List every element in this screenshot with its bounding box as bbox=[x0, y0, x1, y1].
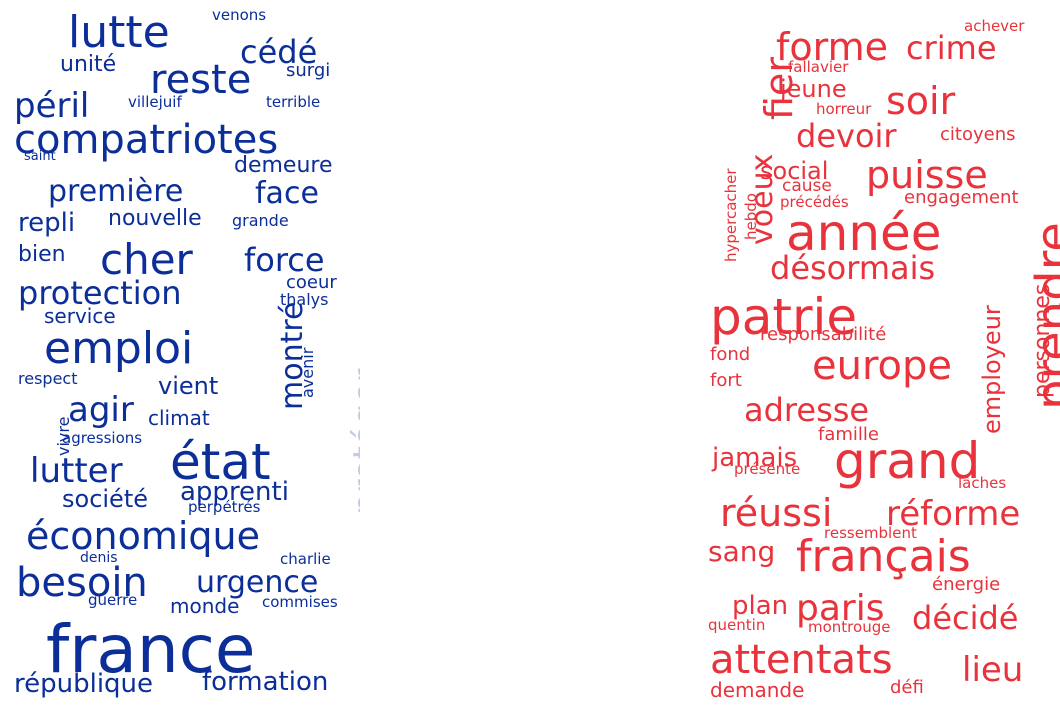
left-word: denis bbox=[80, 549, 118, 566]
left-word: repli bbox=[18, 208, 76, 239]
left-word: guerre bbox=[88, 591, 138, 609]
right-word: citoyens bbox=[940, 123, 1016, 145]
left-word: urgence bbox=[196, 565, 319, 600]
left-word: perpétrés bbox=[188, 498, 261, 516]
left-word: thalys bbox=[280, 290, 329, 310]
right-word: désormais bbox=[770, 249, 936, 288]
right-word: précédés bbox=[780, 193, 849, 211]
right-word: attentats bbox=[710, 637, 893, 683]
left-word: cédé bbox=[240, 33, 318, 72]
right-word: cause bbox=[782, 176, 832, 197]
right-word: puisse bbox=[866, 152, 988, 197]
left-word: demeure bbox=[234, 153, 333, 179]
left-word: première bbox=[48, 174, 184, 209]
left-word: lutter bbox=[30, 450, 123, 491]
left-word: protection bbox=[18, 274, 182, 313]
right-word: réussi bbox=[720, 490, 833, 535]
right-word: paris bbox=[796, 588, 885, 630]
left-word: république bbox=[14, 669, 154, 700]
left-word: monde bbox=[170, 594, 240, 618]
right-word: hypercacher bbox=[722, 168, 740, 262]
left-word: économique bbox=[26, 513, 261, 558]
right-word: patrie bbox=[710, 288, 858, 346]
left-word: reste bbox=[150, 57, 252, 103]
right-word: grand bbox=[834, 432, 981, 490]
right-word: famille bbox=[818, 423, 879, 445]
right-word: jamais bbox=[712, 443, 798, 474]
left-word: respect bbox=[18, 369, 78, 389]
left-word: état bbox=[170, 433, 271, 491]
left-word: péril bbox=[14, 85, 90, 126]
left-word: besoin bbox=[16, 560, 148, 606]
left-word: coeur bbox=[286, 271, 337, 293]
left-word: apprenti bbox=[180, 477, 289, 508]
right-word: fallavier bbox=[788, 58, 849, 76]
right-word: réforme bbox=[886, 493, 1021, 534]
left-word: vient bbox=[158, 371, 219, 400]
right-word: achever bbox=[964, 17, 1025, 35]
right-word: crime bbox=[906, 29, 997, 68]
right-word: français bbox=[796, 530, 971, 582]
right-word: plan bbox=[732, 591, 789, 622]
right-word: décidé bbox=[912, 599, 1019, 638]
right-word: sang bbox=[708, 534, 776, 568]
right-word: énergie bbox=[932, 573, 1001, 595]
left-word: villejuif bbox=[128, 93, 182, 111]
left-word: commises bbox=[262, 593, 338, 611]
left-word: unité bbox=[60, 52, 117, 78]
left-word: climat bbox=[148, 406, 210, 430]
left-word: service bbox=[44, 304, 116, 328]
left-word: force bbox=[244, 241, 325, 280]
right-word: hebdo bbox=[742, 193, 760, 240]
right-word: social bbox=[760, 156, 829, 185]
right-word: forme bbox=[776, 24, 888, 69]
right-word: employeur bbox=[978, 305, 1006, 434]
left-word: cher bbox=[100, 235, 193, 285]
right-word: fond bbox=[710, 343, 751, 365]
right-word: horreur bbox=[816, 100, 872, 118]
left-word-cloud: lutte venons cédé unité reste surgi péril ville… bbox=[0, 0, 360, 713]
left-word: protéger bbox=[346, 368, 360, 515]
right-word: personnes bbox=[1030, 283, 1055, 398]
right-word-cloud: achever forme crime fier fallavier jeune soir h… bbox=[700, 0, 1060, 713]
left-word: nouvelle bbox=[108, 206, 202, 232]
right-word: engagement bbox=[904, 186, 1019, 208]
right-word: soir bbox=[886, 78, 956, 123]
left-word: france bbox=[46, 611, 256, 689]
left-word: société bbox=[62, 484, 148, 513]
right-word: responsabilité bbox=[760, 323, 887, 345]
left-word: charlie bbox=[280, 550, 331, 568]
right-word: fort bbox=[710, 369, 742, 391]
left-word: emploi bbox=[44, 322, 194, 374]
left-word: surgi bbox=[286, 59, 331, 81]
right-word: lieu bbox=[962, 649, 1024, 690]
left-word: compatriotes bbox=[14, 117, 279, 163]
right-word: europe bbox=[812, 343, 952, 389]
left-word: terrible bbox=[266, 93, 321, 111]
right-word: montrouge bbox=[808, 618, 891, 636]
right-word: lâches bbox=[958, 474, 1007, 492]
right-word: devoir bbox=[796, 117, 897, 156]
left-word: saint bbox=[24, 148, 56, 164]
right-word: demande bbox=[710, 678, 805, 702]
right-word: année bbox=[786, 204, 942, 262]
left-word: bien bbox=[18, 242, 66, 268]
right-word: quentin bbox=[708, 616, 766, 634]
left-word: venons bbox=[212, 6, 267, 24]
right-word: défi bbox=[890, 676, 924, 698]
left-word: grande bbox=[232, 211, 289, 231]
right-word: ressemblent bbox=[824, 524, 917, 542]
left-word: formation bbox=[202, 667, 329, 698]
left-word: agir bbox=[68, 389, 134, 430]
left-word: avenir bbox=[298, 347, 317, 398]
right-word: présente bbox=[734, 460, 801, 478]
left-word: face bbox=[255, 176, 319, 211]
right-word: adresse bbox=[744, 391, 870, 430]
left-word: lutte bbox=[68, 6, 170, 58]
left-word: agressions bbox=[62, 429, 143, 447]
right-word: jeune bbox=[780, 74, 847, 103]
